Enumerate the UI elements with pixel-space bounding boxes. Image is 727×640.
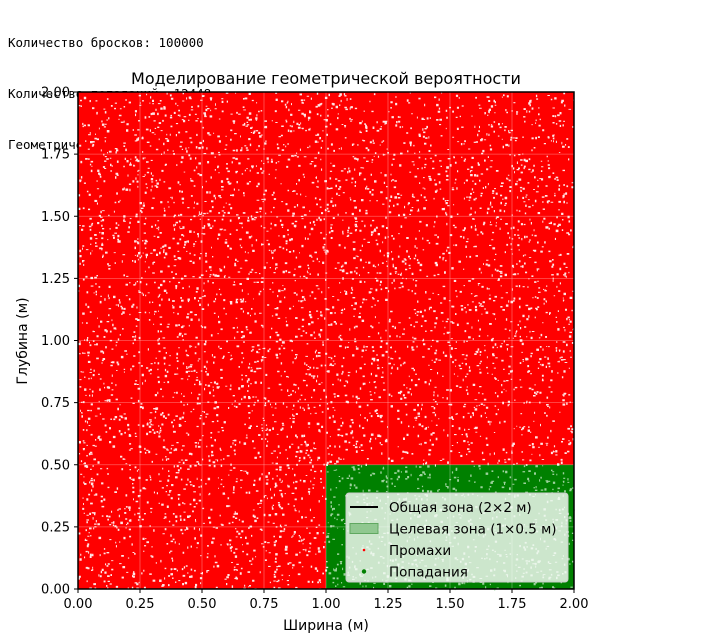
y-tick-label: 0.00 bbox=[41, 583, 70, 598]
legend-label: Попадания bbox=[389, 565, 468, 581]
y-tick-label: 0.25 bbox=[41, 520, 70, 535]
y-tick-label: 1.50 bbox=[41, 210, 70, 225]
legend-patch-handle bbox=[349, 523, 379, 534]
x-tick-label: 1.25 bbox=[374, 597, 403, 612]
x-tick-label: 0.00 bbox=[64, 597, 93, 612]
axes: 0.00 0.25 0.50 0.75 1.00 1.25 1.50 1.75 2.00 0.00… bbox=[41, 86, 588, 613]
legend-marker-handle bbox=[362, 548, 366, 552]
legend-label: Целевая зона (1×0.5 м) bbox=[389, 522, 557, 538]
x-tick-label: 1.75 bbox=[498, 597, 527, 612]
x-tick-label: 0.25 bbox=[126, 597, 155, 612]
y-axis-label: Глубина (м) bbox=[15, 297, 31, 384]
x-axis-label: Ширина (м) bbox=[283, 618, 369, 634]
legend-label: Общая зона (2×2 м) bbox=[389, 500, 532, 516]
y-tick-label: 0.75 bbox=[41, 396, 70, 411]
legend-marker-handle bbox=[361, 569, 367, 574]
chart-title: Моделирование геометрической вероятности bbox=[131, 69, 521, 88]
legend-box bbox=[345, 492, 569, 583]
miss-points bbox=[78, 92, 577, 591]
x-tick-label: 2.00 bbox=[560, 597, 589, 612]
y-tick-label: 1.25 bbox=[41, 272, 70, 287]
output-line-throws: Количество бросков: 100000 bbox=[8, 35, 204, 50]
x-tick-label: 0.75 bbox=[250, 597, 279, 612]
y-tick-label: 0.50 bbox=[41, 458, 70, 473]
y-tick-label: 2.00 bbox=[41, 86, 70, 101]
y-tick-label: 1.00 bbox=[41, 334, 70, 349]
x-tick-label: 1.00 bbox=[312, 597, 341, 612]
x-tick-label: 1.50 bbox=[436, 597, 465, 612]
y-tick-label: 1.75 bbox=[41, 148, 70, 163]
legend-label: Промахи bbox=[389, 543, 451, 559]
legend: Общая зона (2×2 м) Целевая зона (1×0.5 м)… bbox=[345, 492, 569, 583]
x-tick-label: 0.50 bbox=[188, 597, 217, 612]
